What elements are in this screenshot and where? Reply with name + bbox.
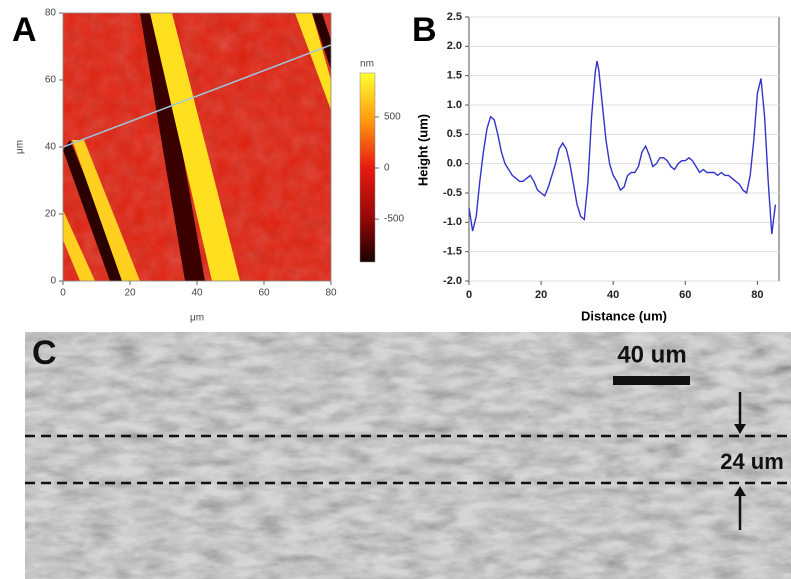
- x-tick-label: 20: [535, 289, 547, 301]
- scale-bar-label: 40 um: [617, 341, 686, 368]
- x-tick-label: 60: [258, 288, 270, 299]
- colorbar-tick-label: 500: [384, 112, 401, 123]
- panel-label: A: [12, 11, 37, 49]
- y-tick-label: -1.0: [443, 216, 462, 228]
- gap-label: 24 um: [720, 449, 784, 474]
- panel-label: C: [32, 334, 57, 372]
- y-tick-label: 2.5: [447, 11, 462, 23]
- y-tick-label: 40: [45, 142, 57, 153]
- afm-image: [63, 13, 331, 281]
- y-tick-label: 20: [45, 209, 57, 220]
- profile-line: [468, 60, 777, 235]
- y-tick-label: -1.5: [443, 246, 462, 258]
- y-tick-label: 1.0: [447, 99, 462, 111]
- colorbar-label: nm: [360, 59, 374, 70]
- y-tick-label: 0.0: [447, 158, 462, 170]
- x-tick-label: 0: [60, 288, 66, 299]
- x-tick-label: 20: [124, 288, 136, 299]
- x-axis-label: Distance (um): [581, 308, 667, 323]
- sem-image: [25, 332, 791, 579]
- x-tick-label: 80: [751, 289, 763, 301]
- colorbar-tick-label: -500: [384, 214, 404, 225]
- colorbar-tick-label: 0: [384, 163, 390, 174]
- y-axis-label: μm: [15, 140, 26, 154]
- y-tick-label: 0: [50, 276, 56, 287]
- y-tick-label: -0.5: [443, 187, 462, 199]
- x-tick-label: 40: [191, 288, 203, 299]
- x-tick-label: 80: [325, 288, 337, 299]
- plot-frame: [468, 16, 780, 282]
- colorbar: [359, 72, 376, 263]
- arrow-head: [734, 424, 746, 434]
- x-tick-label: 0: [466, 289, 472, 301]
- y-tick-label: 1.5: [447, 70, 462, 82]
- x-tick-label: 60: [679, 289, 691, 301]
- x-tick-label: 40: [607, 289, 619, 301]
- y-axis-label: Height (um): [415, 114, 430, 186]
- x-axis-label: μm: [190, 313, 204, 324]
- y-tick-label: 80: [45, 8, 57, 19]
- y-tick-label: 0.5: [447, 128, 462, 140]
- panel-label: B: [412, 11, 437, 49]
- arrow-head: [734, 486, 746, 496]
- y-tick-label: 60: [45, 75, 57, 86]
- y-tick-label: 2.0: [447, 40, 462, 52]
- scale-bar: [613, 376, 690, 385]
- y-tick-label: -2.0: [443, 275, 462, 287]
